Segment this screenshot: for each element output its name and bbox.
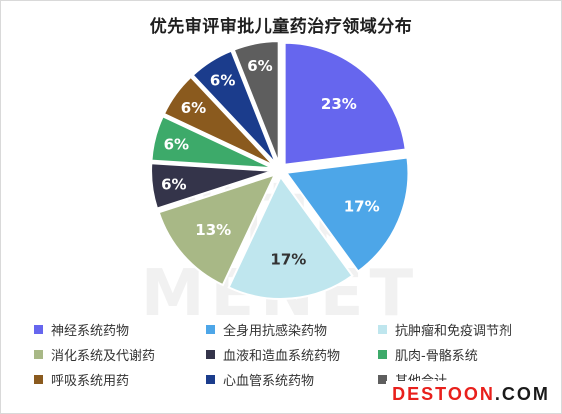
pie-slice-3: [227, 175, 354, 300]
legend-item-6: 肌肉-骨骼系统: [378, 345, 550, 364]
legend-item-2: 全身用抗感染药物: [206, 320, 378, 339]
data-label-8: 6%: [210, 72, 235, 90]
data-label-7: 6%: [181, 99, 206, 117]
chart-title: 优先审评审批儿童药治疗领域分布: [149, 17, 413, 37]
legend-label: 消化系统及代谢药: [51, 348, 156, 364]
legend-label: 呼吸系统用药: [51, 373, 130, 389]
legend-swatch: [206, 324, 215, 334]
data-label-4: 13%: [195, 221, 231, 239]
pie-slice-9: [232, 40, 280, 164]
legend-swatch: [378, 324, 387, 334]
pie-slice-4: [157, 172, 277, 287]
data-label-6: 6%: [164, 135, 189, 153]
legend-swatch: [34, 324, 43, 334]
pie-slice-8: [191, 49, 278, 165]
source-badge-main: DESTOON: [392, 383, 495, 404]
data-label-1: 23%: [321, 95, 357, 113]
pie-slice-2: [284, 156, 410, 273]
legend-swatch: [378, 349, 387, 359]
legend-label: 肌肉-骨骼系统: [395, 348, 478, 364]
legend-swatch: [378, 374, 387, 384]
legend-swatch: [34, 374, 43, 384]
data-label-3: 17%: [270, 251, 306, 269]
legend-label: 神经系统药物: [51, 323, 130, 339]
pie-slice-1: [283, 41, 407, 166]
legend: 神经系统药物 全身用抗感染药物 抗肿瘤和免疫调节剂消化系统及代谢药 血液和造血系统药物…: [34, 320, 554, 389]
legend-swatch: [206, 374, 215, 384]
data-label-9: 6%: [247, 57, 272, 75]
legend-item-7: 呼吸系统用药: [34, 370, 206, 389]
pie-slice-6: [150, 114, 274, 170]
pie-slice-7: [162, 75, 276, 167]
legend-swatch: [206, 349, 215, 359]
legend-item-3: 抗肿瘤和免疫调节剂: [378, 320, 550, 339]
pie-slice-5: [150, 162, 274, 210]
legend-item-5: 血液和造血系统药物: [206, 345, 378, 364]
legend-item-8: 心血管系统药物: [206, 370, 378, 389]
legend-label: 血液和造血系统药物: [223, 348, 341, 364]
legend-label: 全身用抗感染药物: [223, 323, 328, 339]
source-badge-suffix: .COM: [494, 383, 550, 404]
legend-label: 抗肿瘤和免疫调节剂: [395, 323, 513, 339]
legend-item-1: 神经系统药物: [34, 320, 206, 339]
legend-label: 心血管系统药物: [223, 373, 315, 389]
data-label-5: 6%: [161, 175, 186, 193]
data-label-2: 17%: [344, 197, 380, 215]
source-badge: DESTOON .COM: [386, 381, 556, 407]
legend-item-4: 消化系统及代谢药: [34, 345, 206, 364]
legend-swatch: [34, 349, 43, 359]
